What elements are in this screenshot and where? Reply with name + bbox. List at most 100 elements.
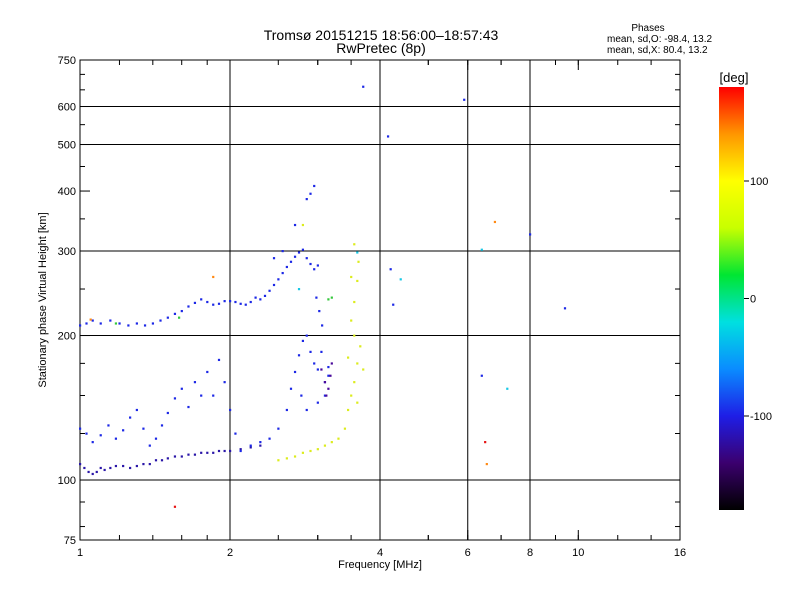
data-point	[154, 459, 158, 462]
data-point	[313, 362, 316, 365]
data-point	[392, 303, 395, 306]
colorbar-gradient	[719, 87, 744, 510]
data-point	[135, 408, 138, 412]
data-point	[259, 298, 262, 301]
data-point	[357, 260, 360, 263]
data-point	[79, 427, 82, 430]
data-point	[353, 243, 356, 246]
data-point	[249, 300, 252, 304]
data-point	[297, 251, 301, 254]
colorbar-label: [deg]	[720, 70, 749, 85]
data-points	[79, 85, 567, 508]
data-point	[89, 318, 92, 321]
data-point	[212, 303, 215, 306]
data-point	[480, 374, 483, 377]
info-line-o: mean, sd,O: -98.4, 13.2	[607, 34, 712, 45]
data-point	[229, 300, 232, 303]
data-point	[244, 303, 247, 306]
x-tick-label: 1	[77, 547, 83, 559]
data-point	[122, 429, 125, 432]
data-point	[91, 441, 94, 444]
y-tick-label: 750	[58, 55, 76, 67]
data-point	[293, 455, 297, 458]
data-point	[180, 309, 183, 313]
data-point	[129, 416, 132, 419]
data-point	[321, 324, 324, 327]
y-tick-label: 200	[58, 331, 76, 343]
data-point	[343, 427, 347, 430]
data-point	[330, 296, 333, 299]
data-point	[160, 459, 164, 462]
colorbar	[719, 87, 744, 510]
data-point	[173, 455, 177, 458]
data-point	[485, 462, 488, 466]
data-point	[254, 296, 257, 299]
data-point	[200, 451, 203, 454]
data-point	[359, 345, 362, 348]
data-point	[166, 457, 169, 460]
data-point	[151, 322, 155, 325]
data-point	[313, 268, 316, 271]
data-point	[305, 257, 308, 260]
data-point	[281, 250, 284, 253]
data-point	[166, 411, 169, 415]
data-point	[217, 302, 221, 305]
data-point	[259, 441, 262, 444]
data-point	[353, 334, 356, 337]
data-point	[91, 319, 94, 322]
data-point	[277, 427, 280, 430]
data-point	[234, 432, 237, 435]
data-point	[309, 192, 312, 195]
data-point	[249, 444, 252, 447]
data-point	[356, 251, 359, 254]
data-point	[114, 464, 118, 468]
data-point	[356, 401, 359, 404]
data-point	[327, 387, 330, 390]
data-point	[259, 444, 262, 447]
data-point	[118, 322, 121, 325]
data-point	[166, 316, 169, 319]
data-point	[277, 278, 280, 281]
data-point	[316, 368, 319, 371]
data-point	[305, 408, 308, 412]
data-point	[362, 368, 365, 371]
data-point	[301, 248, 305, 251]
y-tick-label: 100	[58, 475, 76, 487]
data-point	[350, 394, 353, 397]
data-point	[193, 301, 197, 305]
data-point	[353, 300, 356, 304]
data-point	[109, 466, 112, 470]
x-tick-label: 10	[572, 547, 584, 559]
data-point	[320, 350, 323, 353]
data-point	[135, 322, 138, 325]
x-tick-label: 16	[674, 547, 686, 559]
data-point	[480, 248, 483, 251]
data-point	[277, 459, 280, 462]
data-point	[99, 434, 102, 437]
data-point	[293, 223, 297, 227]
data-point	[85, 322, 88, 325]
data-point	[212, 275, 215, 279]
data-point	[85, 432, 88, 435]
data-point	[95, 470, 98, 474]
data-point	[493, 220, 497, 224]
colorbar-tick-label: 100	[750, 176, 768, 188]
data-point	[350, 319, 353, 322]
data-point	[187, 405, 190, 409]
y-tick-label: 600	[58, 102, 76, 114]
x-tick-label: 2	[227, 547, 233, 559]
data-point	[217, 449, 221, 453]
data-point	[239, 449, 242, 453]
data-point	[346, 356, 350, 359]
data-point	[212, 394, 215, 397]
data-point	[297, 288, 301, 291]
data-point	[301, 451, 305, 454]
y-tick-label: 75	[64, 535, 76, 547]
data-point	[234, 300, 237, 304]
data-point	[99, 322, 102, 325]
data-point	[353, 381, 356, 384]
data-point	[305, 198, 308, 201]
data-point	[143, 324, 147, 327]
data-point	[217, 358, 221, 362]
data-point	[263, 294, 267, 297]
